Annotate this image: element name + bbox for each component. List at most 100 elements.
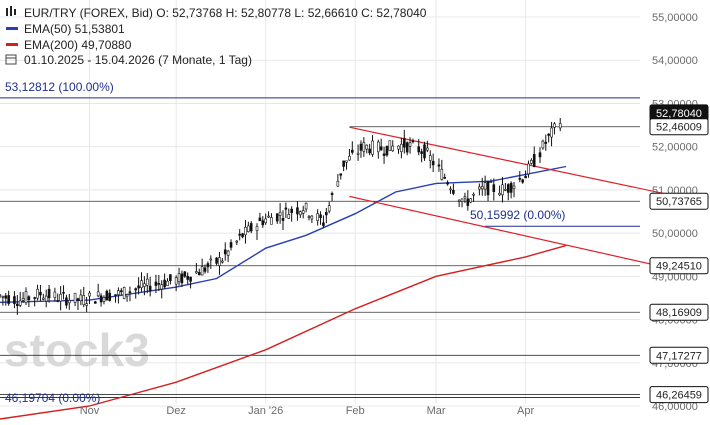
candle-body — [296, 207, 299, 215]
candle-body — [195, 271, 198, 274]
candle-body — [351, 149, 354, 153]
candle-body — [480, 186, 484, 190]
candle-body — [102, 297, 106, 302]
ema50-swatch — [6, 27, 18, 30]
price-label-text: 49,24510 — [656, 261, 702, 273]
candle-body — [428, 155, 432, 161]
candle-body — [408, 142, 412, 147]
candle-body — [440, 168, 444, 180]
candle-body — [469, 198, 473, 203]
x-tick-label: Dez — [166, 405, 186, 417]
candle-body — [73, 292, 77, 304]
candle-body — [18, 300, 22, 306]
price-label-box — [649, 386, 709, 404]
candle-body — [13, 296, 16, 304]
candle-body — [460, 198, 464, 202]
candle-body — [226, 250, 230, 256]
candle-body — [200, 266, 204, 276]
candle-body — [4, 295, 8, 299]
candle-body — [541, 140, 545, 149]
candle-body — [431, 160, 435, 166]
candle-body — [426, 147, 429, 151]
candle-body — [281, 217, 285, 221]
candle-body — [143, 283, 146, 287]
period-label: 01.10.2025 - 15.04.2026 (7 Monate, 1 Tag… — [24, 53, 252, 67]
channel-lower-line — [349, 195, 668, 269]
candle-body — [362, 142, 366, 152]
candle-body — [319, 214, 322, 219]
candle-body — [348, 155, 351, 161]
calendar-icon — [5, 54, 17, 65]
candle-body — [388, 140, 392, 151]
candle-body — [544, 141, 548, 144]
candle-body — [267, 215, 270, 218]
candle-body — [145, 278, 149, 286]
y-tick-label: 50,00000 — [652, 228, 698, 240]
candle-body — [128, 291, 132, 293]
price-label: 52,46009 — [649, 118, 709, 136]
candle-body — [405, 142, 409, 153]
candle-body — [76, 298, 80, 301]
candle-body — [119, 290, 123, 292]
candle-body — [411, 140, 415, 143]
candle-body — [99, 295, 103, 303]
candle-body — [264, 218, 267, 224]
candle-body — [402, 137, 406, 148]
candle-body — [521, 179, 524, 183]
candle-body — [53, 291, 57, 298]
candle-body — [547, 133, 550, 136]
candle-body — [241, 233, 244, 238]
fib-bottom-label: 46,19704 (0.00%) — [5, 391, 100, 405]
candle-body — [446, 182, 449, 185]
candle-body — [452, 189, 455, 194]
channel-layer — [349, 126, 668, 269]
candle-body — [221, 260, 224, 263]
x-tick-label: Mar — [427, 405, 446, 417]
fib-top-label: 53,12812 (100.00%) — [5, 80, 114, 94]
candle-body — [538, 152, 542, 158]
candle-body — [342, 160, 345, 167]
candle-body — [189, 276, 192, 282]
candle-body — [278, 211, 282, 216]
ema50-legend: EMA(50) 51,53801 — [24, 22, 125, 36]
price-label-box — [649, 303, 709, 321]
candle-body — [304, 202, 308, 210]
watermark: stock3 — [4, 324, 150, 376]
candle-body — [244, 226, 247, 236]
candle-body — [247, 225, 250, 232]
candle-body — [154, 281, 158, 286]
candle-body — [532, 154, 536, 167]
y-tick-label: 49,00000 — [652, 271, 698, 283]
candle-body — [301, 210, 305, 214]
candle-body — [417, 146, 421, 153]
ema-layer — [0, 165, 567, 420]
candle-body — [365, 144, 369, 150]
candle-body — [183, 271, 187, 277]
y-tick-label: 52,00000 — [652, 142, 698, 154]
y-tick-label: 55,00000 — [652, 12, 698, 24]
candle-body — [489, 181, 493, 183]
candle-body — [483, 182, 487, 190]
candle-body — [322, 222, 325, 227]
price-label-text: 47,17277 — [656, 350, 702, 362]
price-label-box — [649, 118, 709, 136]
x-tick-label: Nov — [80, 405, 100, 417]
candle-body — [550, 127, 553, 138]
candle-body — [62, 292, 65, 294]
x-tick-label: Apr — [517, 405, 534, 417]
x-axis: Nov Dez Jan '26 Feb Mar Apr — [80, 405, 535, 417]
candle-body — [359, 143, 363, 151]
candle-body — [169, 274, 172, 282]
price-label: 46,26459 — [649, 386, 709, 404]
candle-body — [527, 163, 530, 175]
candle-body — [134, 288, 138, 291]
candle-body — [36, 288, 39, 299]
candle-body — [148, 285, 152, 292]
candle-body — [114, 294, 117, 296]
candle-body — [33, 297, 36, 299]
candle-body — [330, 193, 334, 195]
candle-body — [117, 290, 120, 295]
candle-body — [238, 233, 241, 236]
candle-body — [166, 280, 169, 287]
